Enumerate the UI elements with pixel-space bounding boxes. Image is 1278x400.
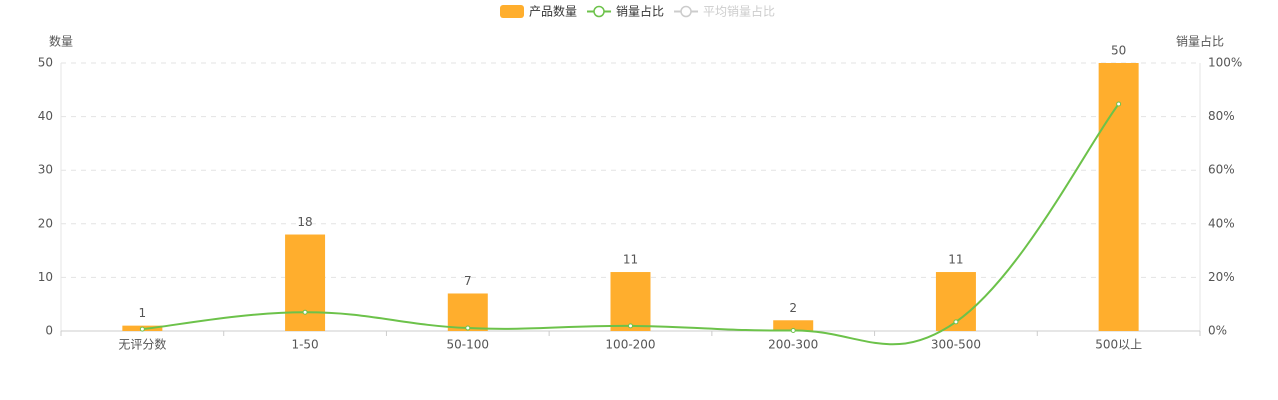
y2-tick-label: 100% (1208, 56, 1242, 70)
line-point (790, 327, 796, 333)
x-tick-label: 300-500 (931, 338, 981, 352)
bar (285, 234, 326, 331)
line-point (953, 319, 959, 325)
x-tick-label: 无评分数 (118, 337, 166, 352)
y-tick-label: 40 (38, 109, 53, 123)
bar (610, 272, 651, 331)
y-tick-label: 20 (38, 216, 53, 230)
y-axis-title: 数量 (49, 34, 73, 49)
x-tick-label: 100-200 (605, 338, 655, 352)
y-tick-label: 0 (45, 324, 53, 338)
x-tick-label: 500以上 (1095, 338, 1142, 352)
legend-label: 产品数量 (529, 4, 577, 19)
x-tick-label: 1-50 (291, 338, 318, 352)
y-tick-label: 30 (38, 163, 53, 177)
y2-tick-label: 0% (1208, 324, 1227, 338)
y2-axis-title: 销量占比 (1176, 34, 1224, 49)
y2-tick-label: 40% (1208, 216, 1235, 230)
bar (447, 293, 488, 331)
data-label: 50 (1111, 44, 1126, 58)
line-point (465, 325, 471, 331)
data-label: 7 (464, 274, 472, 288)
x-tick-label: 50-100 (447, 338, 490, 352)
line-point (139, 326, 145, 332)
legend-swatch (680, 5, 692, 18)
legend-swatch (593, 5, 605, 18)
legend-label: 平均销量占比 (703, 4, 775, 19)
data-label: 1 (139, 306, 147, 320)
y-tick-label: 50 (38, 56, 53, 70)
legend-swatch (500, 5, 524, 18)
line-point (628, 323, 633, 329)
data-label: 2 (789, 301, 797, 315)
y2-tick-label: 80% (1208, 109, 1235, 123)
x-tick-label: 200-300 (768, 338, 818, 352)
legend-label: 销量占比 (616, 4, 664, 19)
line-point (302, 309, 308, 315)
y-tick-label: 10 (38, 270, 53, 284)
y2-tick-label: 60% (1208, 163, 1235, 177)
bar (773, 320, 814, 331)
data-label: 18 (297, 215, 312, 229)
data-label: 11 (623, 253, 638, 267)
y2-tick-label: 20% (1208, 270, 1235, 284)
line-point (1116, 101, 1122, 107)
data-label: 11 (948, 253, 963, 267)
bar (1098, 63, 1139, 331)
